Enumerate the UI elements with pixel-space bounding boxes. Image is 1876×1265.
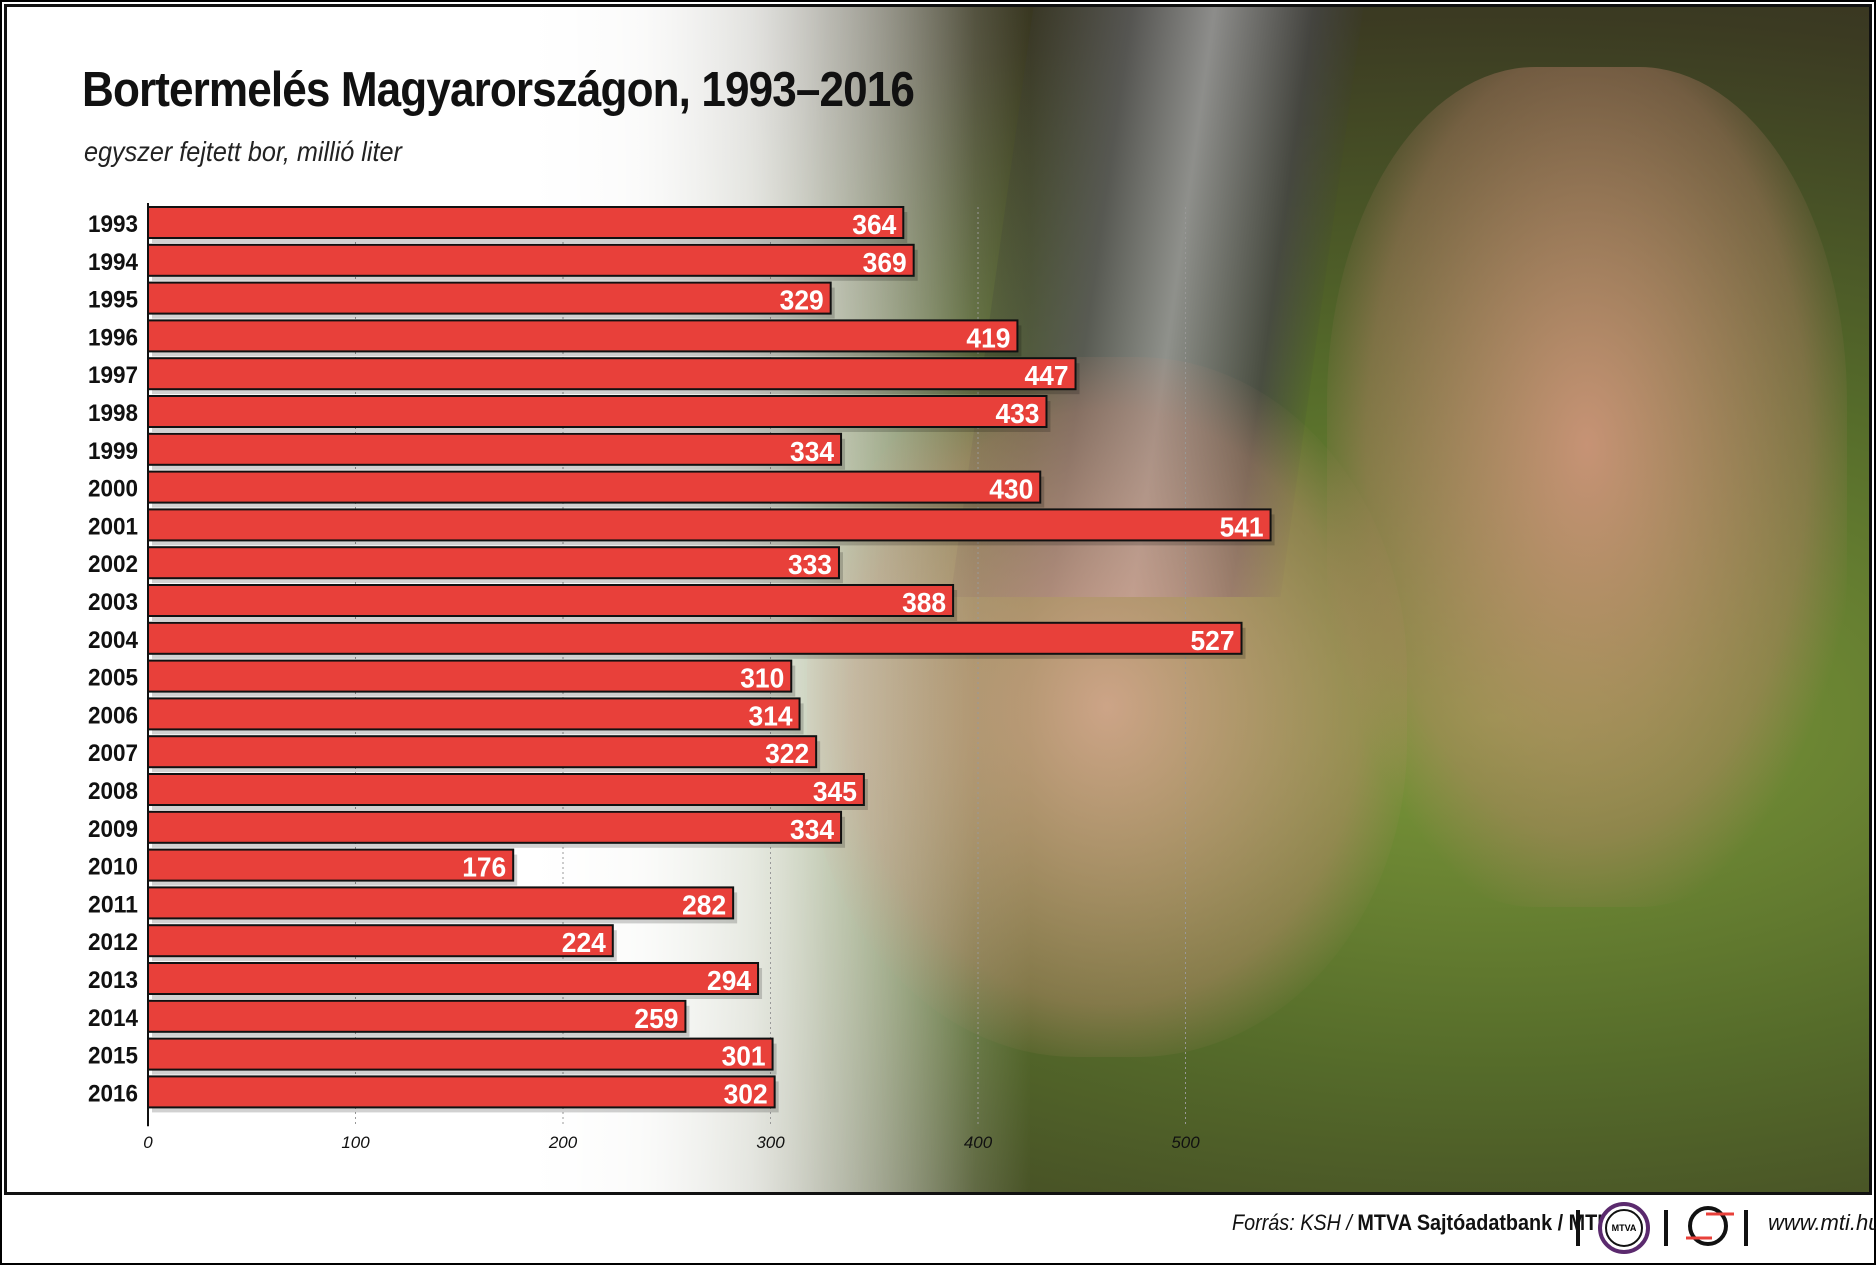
bar <box>147 395 1048 428</box>
chart-subtitle: egyszer fejtett bor, millió liter <box>84 136 402 167</box>
website-link[interactable]: www.mti.hu <box>1768 1210 1876 1235</box>
y-tick-label: 2001 <box>88 513 138 540</box>
x-tick-label: 400 <box>964 1133 993 1152</box>
data-label: 334 <box>790 436 834 467</box>
bar <box>147 697 801 731</box>
y-tick-label: 2004 <box>88 627 139 654</box>
y-tick-label: 2008 <box>88 778 138 805</box>
bar <box>147 962 760 995</box>
bar <box>147 621 1243 655</box>
separator <box>1576 1210 1580 1246</box>
data-label: 433 <box>995 398 1039 429</box>
bar <box>147 470 1042 504</box>
y-tick-label: 1998 <box>88 400 138 427</box>
bar <box>147 810 843 844</box>
y-tick-label: 2010 <box>88 854 138 881</box>
data-label: 329 <box>780 285 824 316</box>
source-bold: MTVA Sajtóadatbank / MTI <box>1357 1210 1603 1235</box>
chart-title: Bortermelés Magyarországon, 1993–2016 <box>82 63 915 117</box>
y-tick-label: 2007 <box>88 740 138 767</box>
x-tick-label: 200 <box>548 1133 578 1152</box>
y-tick-label: 2011 <box>88 891 138 918</box>
mtva-logo: MTVA <box>1598 1202 1650 1254</box>
bar <box>147 1037 774 1071</box>
y-tick-label: 1993 <box>88 211 138 238</box>
bar <box>147 508 1272 542</box>
data-label: 310 <box>740 663 784 694</box>
separator <box>1664 1210 1668 1246</box>
y-tick-label: 1997 <box>88 362 138 389</box>
data-label: 364 <box>852 209 896 240</box>
bar <box>147 924 614 958</box>
y-tick-label: 1996 <box>88 324 138 351</box>
y-tick-label: 1994 <box>88 249 139 276</box>
bar <box>147 999 687 1033</box>
mti-logo <box>1686 1206 1734 1246</box>
bar <box>147 1075 776 1109</box>
bar <box>147 206 905 239</box>
y-tick-label: 2013 <box>88 967 138 994</box>
bar <box>147 735 818 769</box>
data-label: 345 <box>813 776 857 807</box>
source-text: Forrás: KSH / MTVA Sajtóadatbank / MTI <box>1232 1210 1603 1236</box>
separator <box>1744 1210 1748 1246</box>
bar <box>147 281 832 315</box>
data-label: 314 <box>749 700 793 731</box>
bar <box>147 243 915 277</box>
bar <box>147 319 1019 353</box>
bar <box>147 773 865 806</box>
y-tick-label: 2016 <box>88 1080 138 1107</box>
data-label: 419 <box>966 322 1010 353</box>
data-label: 334 <box>790 814 834 845</box>
x-tick-label: 300 <box>756 1133 785 1152</box>
data-label: 176 <box>462 852 506 883</box>
data-label: 282 <box>682 889 726 920</box>
data-label: 447 <box>1025 360 1069 391</box>
bar-chart: 0 100 200 300 400 500 1993 364 1994 369 1995 329 199… <box>88 203 1275 1152</box>
data-label: 224 <box>562 927 606 958</box>
x-tick-label: 100 <box>341 1133 370 1152</box>
bar <box>147 848 515 882</box>
y-tick-label: 2014 <box>88 1005 139 1032</box>
y-tick-label: 2000 <box>88 476 138 503</box>
data-label: 388 <box>902 587 946 618</box>
y-tick-label: 2012 <box>88 929 138 956</box>
bar <box>147 432 843 466</box>
data-label: 294 <box>707 965 751 996</box>
bar <box>147 584 955 617</box>
bar <box>147 886 735 920</box>
data-label: 333 <box>788 549 832 580</box>
y-tick-label: 1995 <box>88 287 138 314</box>
data-label: 430 <box>989 474 1033 505</box>
y-tick-label: 2002 <box>88 551 138 578</box>
y-tick-label: 2005 <box>88 665 138 692</box>
data-label: 541 <box>1220 511 1264 542</box>
source-prefix: Forrás: KSH / <box>1232 1210 1358 1235</box>
data-label: 259 <box>634 1003 678 1034</box>
data-label: 302 <box>724 1078 768 1109</box>
data-label: 301 <box>722 1041 766 1072</box>
bar <box>147 357 1077 391</box>
y-tick-label: 2006 <box>88 702 138 729</box>
x-tick-label: 500 <box>1171 1133 1200 1152</box>
data-label: 527 <box>1191 625 1235 656</box>
y-tick-label: 1999 <box>88 438 138 465</box>
bar <box>147 546 840 580</box>
bar <box>147 659 793 693</box>
y-tick-label: 2015 <box>88 1043 138 1070</box>
data-label: 322 <box>765 738 809 769</box>
y-tick-label: 2003 <box>88 589 138 616</box>
data-label: 369 <box>863 247 907 278</box>
y-tick-label: 2009 <box>88 816 138 843</box>
x-tick-label: 0 <box>143 1133 153 1152</box>
